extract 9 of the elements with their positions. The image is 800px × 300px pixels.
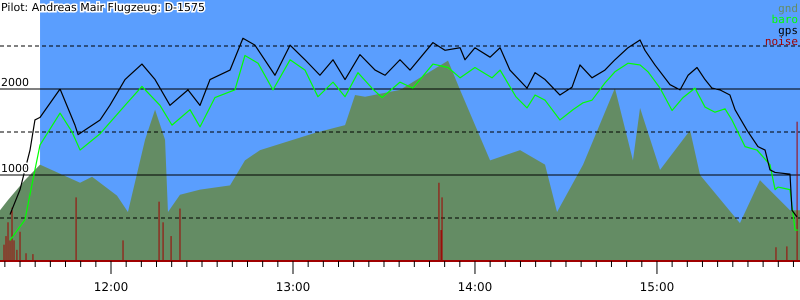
x-tick-label: 15:00 xyxy=(640,280,674,294)
text: baro xyxy=(772,13,798,26)
x-tick-label: 13:00 xyxy=(276,280,310,294)
y-tick-label: 2000 xyxy=(1,76,29,90)
x-tick-label: 12:00 xyxy=(94,280,128,294)
x-tick-label: 14:00 xyxy=(458,280,492,294)
text: gps xyxy=(778,24,798,37)
text: gnd xyxy=(778,2,798,15)
text: noise xyxy=(764,35,798,48)
